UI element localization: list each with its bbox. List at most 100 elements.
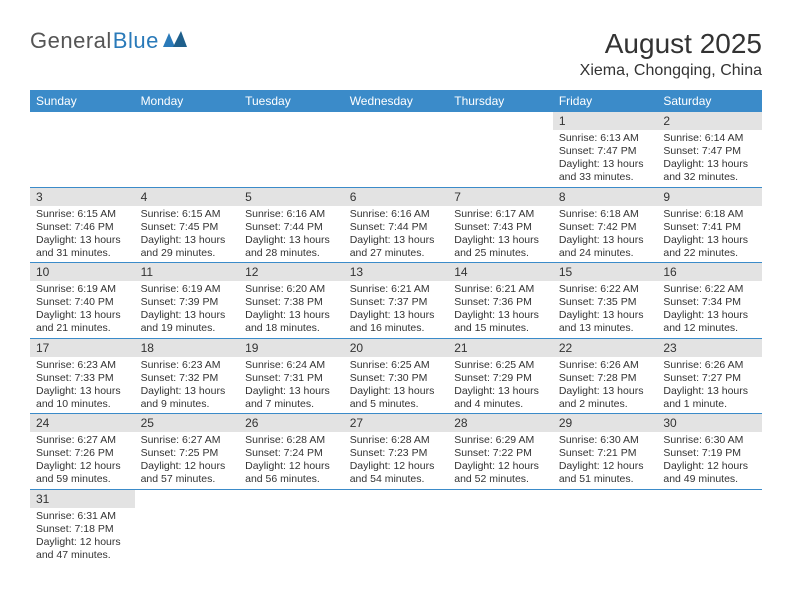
sunrise-line: Sunrise: 6:26 AM [663,359,756,372]
calendar-week-row: 3Sunrise: 6:15 AMSunset: 7:46 PMDaylight… [30,187,762,263]
day-number: 9 [657,188,762,206]
calendar-day-cell: 31Sunrise: 6:31 AMSunset: 7:18 PMDayligh… [30,489,135,564]
sunset-line: Sunset: 7:19 PM [663,447,756,460]
day-details: Sunrise: 6:18 AMSunset: 7:42 PMDaylight:… [553,206,658,263]
weekday-header: Friday [553,90,658,112]
day-number: 25 [135,414,240,432]
sunrise-line: Sunrise: 6:30 AM [663,434,756,447]
sunrise-line: Sunrise: 6:18 AM [559,208,652,221]
sunrise-line: Sunrise: 6:25 AM [454,359,547,372]
daylight-line: Daylight: 13 hours and 2 minutes. [559,385,652,411]
logo-text-general: General [30,28,112,54]
day-number: 19 [239,339,344,357]
calendar-day-cell: 18Sunrise: 6:23 AMSunset: 7:32 PMDayligh… [135,338,240,414]
calendar-day-cell: 6Sunrise: 6:16 AMSunset: 7:44 PMDaylight… [344,187,449,263]
sunset-line: Sunset: 7:37 PM [350,296,443,309]
logo-text-blue: Blue [113,28,159,54]
day-details: Sunrise: 6:30 AMSunset: 7:21 PMDaylight:… [553,432,658,489]
daylight-line: Daylight: 13 hours and 24 minutes. [559,234,652,260]
day-details: Sunrise: 6:16 AMSunset: 7:44 PMDaylight:… [344,206,449,263]
calendar-week-row: 31Sunrise: 6:31 AMSunset: 7:18 PMDayligh… [30,489,762,564]
day-details: Sunrise: 6:29 AMSunset: 7:22 PMDaylight:… [448,432,553,489]
sunset-line: Sunset: 7:26 PM [36,447,129,460]
calendar-day-cell: 30Sunrise: 6:30 AMSunset: 7:19 PMDayligh… [657,414,762,490]
sunset-line: Sunset: 7:30 PM [350,372,443,385]
sunset-line: Sunset: 7:42 PM [559,221,652,234]
day-number: 27 [344,414,449,432]
sunset-line: Sunset: 7:35 PM [559,296,652,309]
sunset-line: Sunset: 7:47 PM [559,145,652,158]
calendar-empty-cell [448,489,553,564]
daylight-line: Daylight: 13 hours and 7 minutes. [245,385,338,411]
day-number: 5 [239,188,344,206]
sunrise-line: Sunrise: 6:15 AM [36,208,129,221]
daylight-line: Daylight: 13 hours and 28 minutes. [245,234,338,260]
day-details: Sunrise: 6:15 AMSunset: 7:46 PMDaylight:… [30,206,135,263]
day-number: 13 [344,263,449,281]
day-details: Sunrise: 6:25 AMSunset: 7:29 PMDaylight:… [448,357,553,414]
day-details: Sunrise: 6:28 AMSunset: 7:24 PMDaylight:… [239,432,344,489]
calendar-empty-cell [344,112,449,187]
sunrise-line: Sunrise: 6:21 AM [454,283,547,296]
daylight-line: Daylight: 13 hours and 18 minutes. [245,309,338,335]
sunset-line: Sunset: 7:47 PM [663,145,756,158]
daylight-line: Daylight: 13 hours and 27 minutes. [350,234,443,260]
calendar-week-row: 17Sunrise: 6:23 AMSunset: 7:33 PMDayligh… [30,338,762,414]
calendar-table: Sunday Monday Tuesday Wednesday Thursday… [30,90,762,564]
day-details: Sunrise: 6:16 AMSunset: 7:44 PMDaylight:… [239,206,344,263]
daylight-line: Daylight: 12 hours and 52 minutes. [454,460,547,486]
sunset-line: Sunset: 7:40 PM [36,296,129,309]
day-details: Sunrise: 6:30 AMSunset: 7:19 PMDaylight:… [657,432,762,489]
daylight-line: Daylight: 13 hours and 10 minutes. [36,385,129,411]
sunset-line: Sunset: 7:29 PM [454,372,547,385]
calendar-empty-cell [30,112,135,187]
daylight-line: Daylight: 13 hours and 25 minutes. [454,234,547,260]
calendar-day-cell: 27Sunrise: 6:28 AMSunset: 7:23 PMDayligh… [344,414,449,490]
sunrise-line: Sunrise: 6:16 AM [350,208,443,221]
sunset-line: Sunset: 7:18 PM [36,523,129,536]
sunrise-line: Sunrise: 6:30 AM [559,434,652,447]
sunset-line: Sunset: 7:27 PM [663,372,756,385]
sunset-line: Sunset: 7:24 PM [245,447,338,460]
calendar-day-cell: 24Sunrise: 6:27 AMSunset: 7:26 PMDayligh… [30,414,135,490]
calendar-day-cell: 8Sunrise: 6:18 AMSunset: 7:42 PMDaylight… [553,187,658,263]
calendar-day-cell: 5Sunrise: 6:16 AMSunset: 7:44 PMDaylight… [239,187,344,263]
sunset-line: Sunset: 7:43 PM [454,221,547,234]
sunrise-line: Sunrise: 6:18 AM [663,208,756,221]
calendar-day-cell: 9Sunrise: 6:18 AMSunset: 7:41 PMDaylight… [657,187,762,263]
daylight-line: Daylight: 12 hours and 56 minutes. [245,460,338,486]
weekday-header: Sunday [30,90,135,112]
day-details: Sunrise: 6:24 AMSunset: 7:31 PMDaylight:… [239,357,344,414]
day-number: 10 [30,263,135,281]
location: Xiema, Chongqing, China [580,62,762,80]
calendar-day-cell: 16Sunrise: 6:22 AMSunset: 7:34 PMDayligh… [657,263,762,339]
calendar-empty-cell [135,489,240,564]
calendar-day-cell: 13Sunrise: 6:21 AMSunset: 7:37 PMDayligh… [344,263,449,339]
day-number: 28 [448,414,553,432]
calendar-day-cell: 14Sunrise: 6:21 AMSunset: 7:36 PMDayligh… [448,263,553,339]
day-number: 14 [448,263,553,281]
calendar-day-cell: 17Sunrise: 6:23 AMSunset: 7:33 PMDayligh… [30,338,135,414]
day-details: Sunrise: 6:23 AMSunset: 7:32 PMDaylight:… [135,357,240,414]
sunset-line: Sunset: 7:39 PM [141,296,234,309]
sunrise-line: Sunrise: 6:21 AM [350,283,443,296]
day-details: Sunrise: 6:23 AMSunset: 7:33 PMDaylight:… [30,357,135,414]
sunrise-line: Sunrise: 6:28 AM [350,434,443,447]
day-details: Sunrise: 6:18 AMSunset: 7:41 PMDaylight:… [657,206,762,263]
day-details: Sunrise: 6:14 AMSunset: 7:47 PMDaylight:… [657,130,762,187]
daylight-line: Daylight: 13 hours and 21 minutes. [36,309,129,335]
day-details: Sunrise: 6:26 AMSunset: 7:27 PMDaylight:… [657,357,762,414]
weekday-header: Thursday [448,90,553,112]
day-number: 20 [344,339,449,357]
day-number: 8 [553,188,658,206]
day-number: 26 [239,414,344,432]
daylight-line: Daylight: 12 hours and 47 minutes. [36,536,129,562]
sunset-line: Sunset: 7:33 PM [36,372,129,385]
day-number: 4 [135,188,240,206]
daylight-line: Daylight: 13 hours and 5 minutes. [350,385,443,411]
sunrise-line: Sunrise: 6:22 AM [559,283,652,296]
calendar-week-row: 10Sunrise: 6:19 AMSunset: 7:40 PMDayligh… [30,263,762,339]
sunrise-line: Sunrise: 6:14 AM [663,132,756,145]
sunset-line: Sunset: 7:41 PM [663,221,756,234]
day-details: Sunrise: 6:19 AMSunset: 7:40 PMDaylight:… [30,281,135,338]
